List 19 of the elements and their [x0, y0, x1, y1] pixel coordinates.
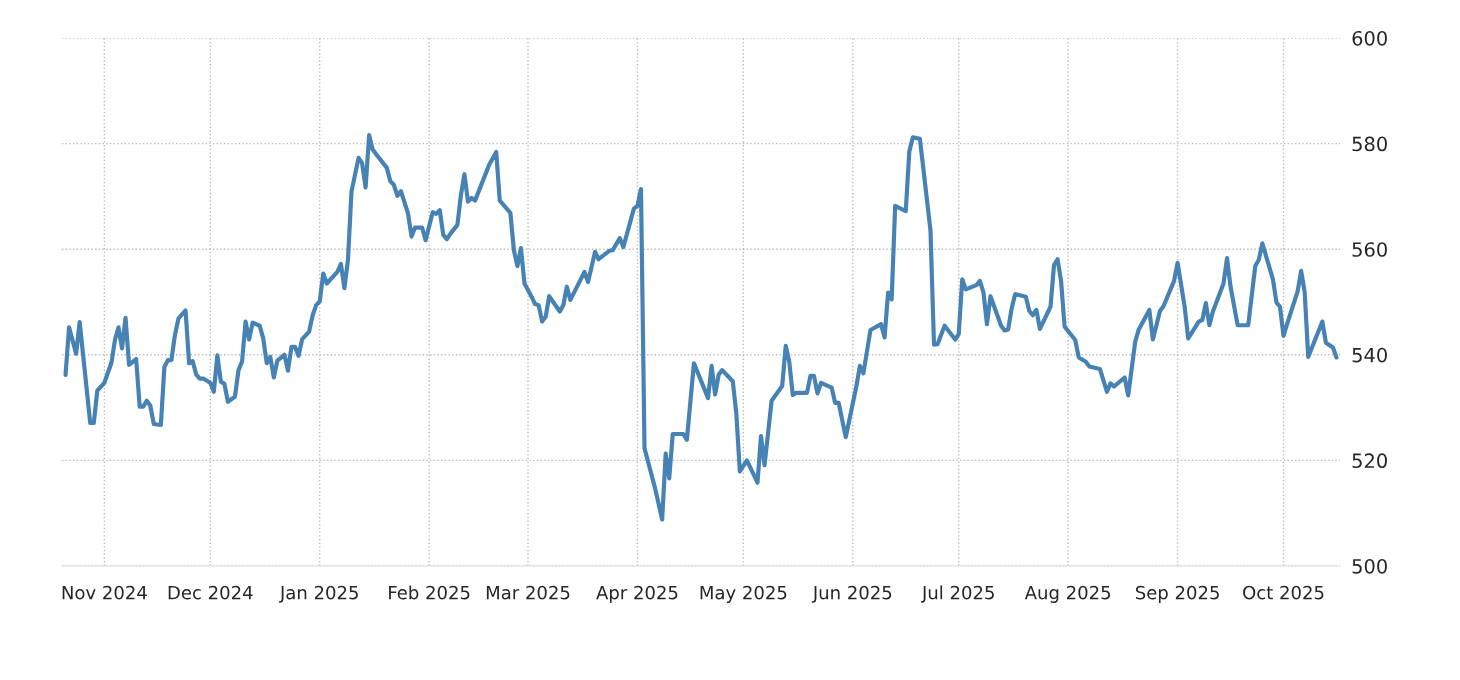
x-tick-label: Oct 2025 [1243, 585, 1324, 600]
x-tick-label: Dec 2024 [168, 585, 253, 600]
x-tick-label: Jan 2025 [279, 585, 358, 603]
y-tick-label: 600 [1352, 30, 1387, 46]
x-tick-label: Sep 2025 [1135, 585, 1219, 603]
y-tick-label: 520 [1352, 453, 1387, 469]
x-tick-label: Apr 2025 [596, 585, 678, 603]
x-tick-label: Jun 2025 [811, 585, 892, 603]
x-tick-label: Nov 2024 [62, 585, 147, 600]
x-tick-label: Jul 2025 [921, 585, 994, 603]
line-series [63, 133, 1339, 522]
y-tick-label: 560 [1352, 242, 1387, 257]
x-tick-label: Aug 2025 [1024, 585, 1111, 603]
x-tick-label: Mar 2025 [486, 585, 570, 600]
y-tick-label: 500 [1352, 558, 1387, 574]
y-tick-label: 540 [1352, 347, 1387, 363]
x-tick-label: May 2025 [700, 585, 787, 603]
x-tick-label: Feb 2025 [389, 585, 470, 600]
y-tick-label: 580 [1352, 136, 1387, 152]
